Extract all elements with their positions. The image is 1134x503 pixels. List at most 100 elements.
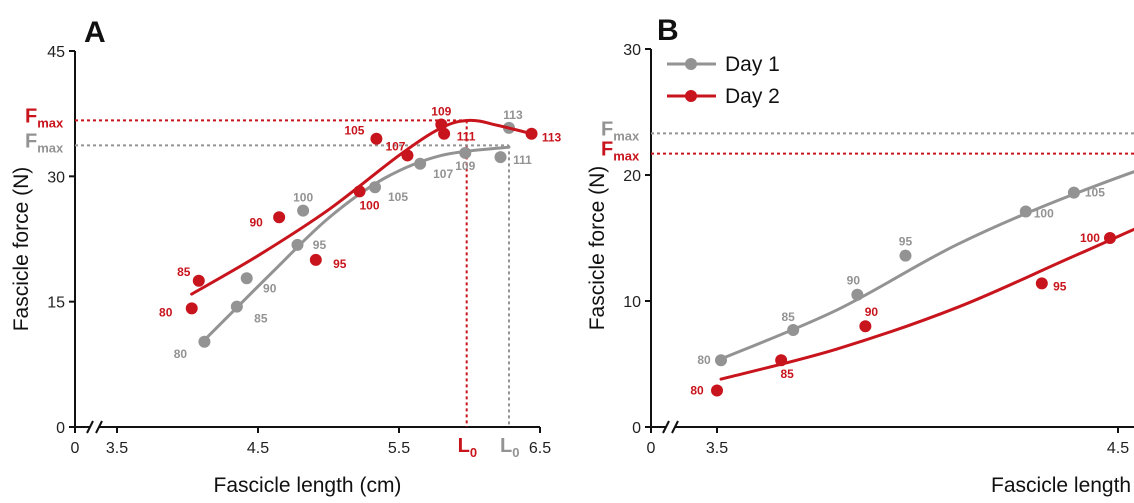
y-axis-title: Fascicle force (N) xyxy=(10,167,33,332)
point-label-day2: 107 xyxy=(385,139,405,153)
y-tick-label: 20 xyxy=(623,168,641,185)
x-tick-label: 0 xyxy=(647,440,656,457)
axis-break-mark xyxy=(662,420,670,434)
point-label-day1: 107 xyxy=(433,167,453,181)
data-point-day2 xyxy=(525,127,538,140)
data-point-day2 xyxy=(711,384,723,397)
point-label-day1: 100 xyxy=(293,191,313,205)
y-tick-label: 0 xyxy=(56,420,65,437)
fit-curve-day2 xyxy=(190,118,533,296)
fit-curve-day1 xyxy=(719,170,1134,361)
point-label-day1: 85 xyxy=(254,312,268,326)
x-axis-title: Fascicle length (cm) xyxy=(214,474,402,497)
legend-marker-day2 xyxy=(685,90,697,102)
chart-panel-a: 0 3.5 4.5 5.5 6.5 0 15 30 45 Fascicle length (cm)… xyxy=(10,16,562,497)
panel-label: B xyxy=(657,14,679,47)
data-point-day1 xyxy=(1067,186,1080,199)
y-tick-label: 30 xyxy=(47,169,65,186)
legend: Day 1 Day 2 xyxy=(667,53,780,108)
data-point-day1 xyxy=(369,181,382,194)
point-label-day2: 100 xyxy=(360,198,380,212)
point-label-day2: 90 xyxy=(249,215,263,229)
point-label-day1: 90 xyxy=(263,281,277,295)
data-point-day1 xyxy=(1019,205,1032,218)
point-label-day1: 109 xyxy=(455,159,475,173)
point-label-day2: 95 xyxy=(333,257,347,271)
legend-marker-day1 xyxy=(685,58,697,70)
data-point-day2 xyxy=(353,185,366,198)
point-label-day2: 85 xyxy=(780,367,794,381)
x-tick-label: 4.5 xyxy=(1107,440,1129,457)
data-point-day2 xyxy=(273,211,286,224)
point-label-day2: 85 xyxy=(177,265,191,279)
data-point-day1 xyxy=(899,249,912,262)
point-label-day1: 105 xyxy=(388,190,408,204)
point-label-day2: 105 xyxy=(344,124,364,138)
point-label-day1: 80 xyxy=(697,353,711,367)
x-tick-label: 3.5 xyxy=(706,440,728,457)
data-point-day2 xyxy=(370,132,383,145)
x-axis-title: Fascicle length (cm) xyxy=(991,474,1134,497)
data-point-day2 xyxy=(1103,232,1116,244)
x-tick-label: 0 xyxy=(71,440,80,457)
data-point-day1 xyxy=(240,272,253,285)
data-point-day2 xyxy=(438,127,451,140)
data-point-day1 xyxy=(291,238,304,251)
y-tick-label: 45 xyxy=(47,44,65,61)
point-label-day1: 113 xyxy=(503,108,523,122)
data-point-day1 xyxy=(297,204,310,217)
point-label-day1: 111 xyxy=(513,153,532,167)
data-point-day2 xyxy=(859,320,872,333)
point-label-day1: 85 xyxy=(782,310,796,324)
fmax-label-day1: Fmax xyxy=(601,118,640,143)
point-label-day1: 90 xyxy=(847,274,861,288)
point-label-day2: 80 xyxy=(159,305,173,319)
y-tick-label: 10 xyxy=(623,294,641,311)
data-point-day1 xyxy=(198,335,211,348)
data-point-day1 xyxy=(851,288,864,301)
axis-break-mark xyxy=(95,420,103,434)
axis-break-gap xyxy=(666,423,675,431)
fit-curve-day1 xyxy=(202,145,511,342)
data-point-day1 xyxy=(715,354,728,367)
data-point-day2 xyxy=(1035,277,1048,290)
legend-label-day2: Day 2 xyxy=(725,85,780,108)
point-label-day2: 80 xyxy=(690,383,704,397)
legend-label-day1: Day 1 xyxy=(725,53,780,76)
y-axis-title: Fascicle force (N) xyxy=(586,166,609,331)
y-tick-label: 30 xyxy=(623,42,641,59)
data-point-day2 xyxy=(185,302,198,315)
point-label-day1: 105 xyxy=(1085,186,1105,200)
data-point-day1 xyxy=(787,323,800,336)
x-tick-label: 4.5 xyxy=(247,440,269,457)
point-label-day1: 80 xyxy=(174,347,188,361)
point-label-day2: 109 xyxy=(431,105,451,119)
axis-break-mark xyxy=(86,420,94,434)
x-tick-label: 3.5 xyxy=(106,440,128,457)
axis-break-mark xyxy=(671,420,679,434)
fmax-label-day1: Fmax xyxy=(25,130,64,155)
data-point-day1 xyxy=(494,151,507,164)
x-tick-label: 6.5 xyxy=(529,440,551,457)
x-tick-label: 5.5 xyxy=(388,440,410,457)
data-point-day2 xyxy=(775,354,788,367)
point-label-day2: 100 xyxy=(1080,231,1100,245)
data-point-day1 xyxy=(230,300,243,313)
fmax-label-day2: Fmax xyxy=(601,139,640,164)
point-label-day2: 90 xyxy=(865,305,879,319)
point-label-day2: 95 xyxy=(1053,279,1067,293)
panel-label: A xyxy=(84,16,106,49)
axis-break-gap xyxy=(90,423,99,431)
y-tick-label: 15 xyxy=(47,295,65,312)
fmax-label-day2: Fmax xyxy=(25,105,64,130)
l0-label-day2: L0 xyxy=(458,435,477,460)
data-point-day2 xyxy=(192,274,205,287)
data-point-day1 xyxy=(414,157,427,170)
point-label-day2: 111 xyxy=(457,130,476,144)
point-label-day2: 113 xyxy=(542,131,562,145)
data-point-day2 xyxy=(309,253,322,266)
y-tick-label: 0 xyxy=(632,420,641,437)
data-point-day2 xyxy=(401,149,414,162)
